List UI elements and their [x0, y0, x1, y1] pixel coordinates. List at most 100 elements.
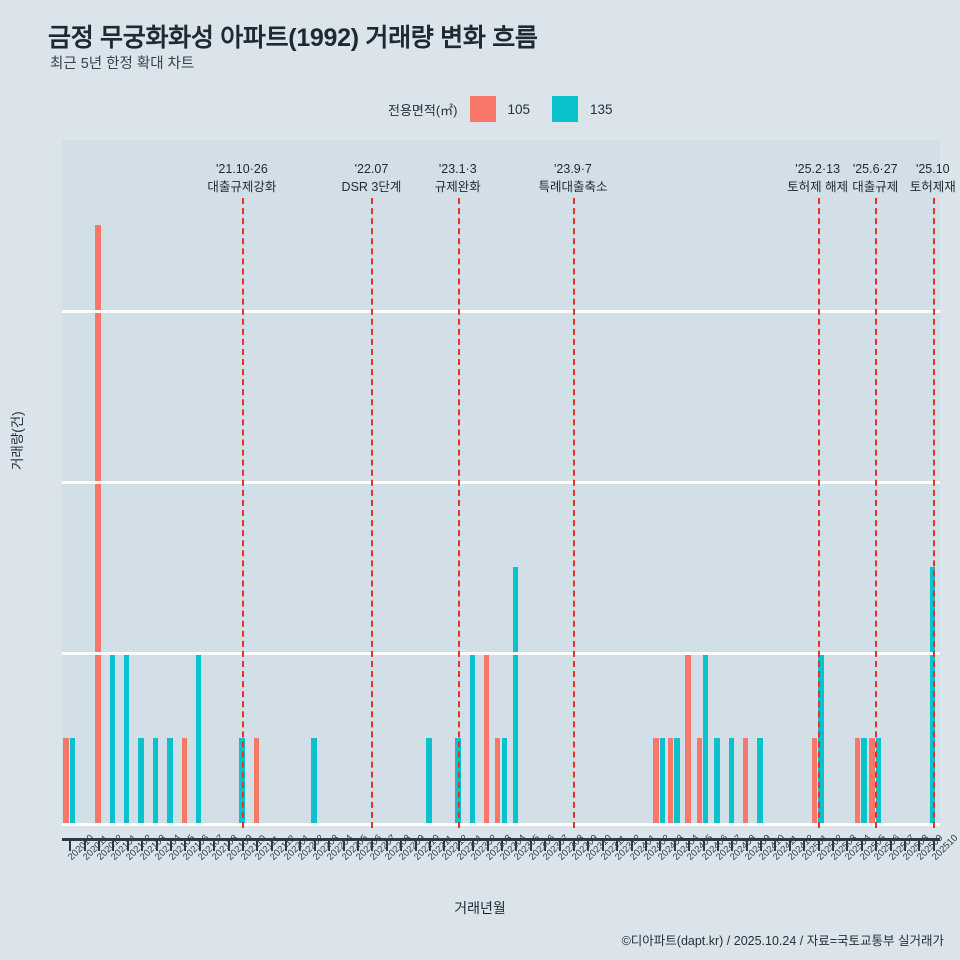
x-tick	[328, 838, 331, 851]
x-tick	[141, 838, 144, 851]
footer-credit: ©디아파트(dapt.kr) / 2025.10.24 / 자료=국토교통부 실…	[621, 934, 944, 948]
x-tick	[414, 838, 417, 851]
legend-label-105: 105	[507, 101, 531, 117]
x-tick	[788, 838, 791, 851]
event-line	[241, 198, 244, 828]
x-tick	[486, 838, 489, 851]
bar	[703, 652, 709, 823]
bar	[875, 737, 882, 823]
y-axis-title: 거래량(건)	[10, 411, 25, 470]
x-tick	[702, 838, 705, 851]
bar	[512, 566, 519, 823]
event-line	[371, 198, 374, 828]
x-tick	[83, 838, 86, 851]
x-tick	[601, 838, 604, 851]
x-tick	[400, 838, 403, 851]
x-tick	[817, 838, 820, 851]
bar	[674, 737, 680, 823]
bars-group	[62, 140, 940, 824]
x-tick	[198, 838, 201, 851]
x-tick	[745, 838, 748, 851]
bar	[196, 652, 202, 823]
page-title: 금정 무궁화화성 아파트(1992) 거래량 변화 흐름	[48, 24, 538, 52]
bar	[861, 737, 867, 823]
bar	[167, 737, 173, 823]
x-tick	[918, 838, 921, 851]
event-annotation: '25.10 토허제재	[910, 160, 956, 196]
x-tick	[112, 838, 115, 851]
x-tick	[558, 838, 561, 851]
x-tick	[803, 838, 806, 851]
bar	[930, 566, 936, 823]
bar	[253, 737, 259, 823]
bar	[854, 737, 861, 823]
x-tick	[587, 838, 590, 851]
legend-swatch-135	[552, 96, 579, 122]
x-tick	[299, 838, 302, 851]
x-tick	[342, 838, 345, 851]
bar	[124, 652, 130, 823]
event-date-label: '22.07	[354, 162, 389, 176]
bar	[239, 737, 245, 823]
gridline	[62, 481, 940, 484]
x-tick	[443, 838, 446, 851]
x-tick	[385, 838, 388, 851]
x-tick	[529, 838, 532, 851]
x-tick	[270, 838, 273, 851]
plot-area	[62, 140, 940, 826]
page-subtitle: 최근 5년 한정 확대 차트	[50, 56, 195, 72]
event-date-label: '25.2·13	[795, 162, 841, 176]
bar	[69, 737, 76, 823]
event-annotation: '23.9·7 특례대출축소	[538, 160, 607, 196]
x-tick	[184, 838, 187, 851]
x-tick	[169, 838, 172, 851]
bar	[685, 652, 691, 823]
x-axis-title: 거래년월	[454, 900, 506, 916]
bar	[426, 737, 432, 823]
bar	[757, 737, 763, 823]
x-tick	[155, 838, 158, 851]
event-annotation: '21.10·26 대출규제강화	[207, 160, 276, 196]
x-tick	[673, 838, 676, 851]
event-name-label: 토허제 해제	[787, 180, 849, 195]
event-annotation: '22.07 DSR 3단계	[342, 160, 402, 196]
bar	[742, 737, 749, 823]
bar	[63, 737, 69, 823]
bar	[714, 737, 720, 823]
x-tick	[889, 838, 892, 851]
event-annotation: '25.6·27 대출규제	[852, 160, 898, 196]
x-tick	[126, 838, 129, 851]
x-tick	[731, 838, 734, 851]
bar	[811, 737, 818, 823]
x-tick	[572, 838, 575, 851]
x-tick	[97, 838, 100, 851]
x-tick	[256, 838, 259, 851]
x-tick	[760, 838, 763, 851]
x-tick	[227, 838, 230, 851]
bar	[138, 737, 144, 823]
x-tick	[429, 838, 432, 851]
event-name-label: DSR 3단계	[341, 180, 402, 195]
x-tick	[832, 838, 835, 851]
bar	[659, 737, 666, 823]
event-name-label: 대출규제	[852, 180, 899, 195]
x-tick	[371, 838, 374, 851]
legend-swatch-105	[469, 96, 496, 122]
event-date-label: '25.10	[915, 162, 950, 176]
x-tick	[241, 838, 244, 851]
event-name-label: 규제완화	[434, 180, 481, 195]
event-annotation: '23.1·3 규제완화	[435, 160, 481, 196]
bar	[667, 737, 674, 823]
x-tick	[616, 838, 619, 851]
x-tick	[472, 838, 475, 851]
x-tick	[457, 838, 460, 851]
bar	[181, 737, 188, 823]
event-date-label: '23.1·3	[438, 162, 477, 176]
event-date-label: '21.10·26	[216, 162, 268, 176]
bar	[469, 652, 475, 823]
x-tick	[716, 838, 719, 851]
x-tick	[285, 838, 288, 851]
bar	[818, 652, 824, 823]
event-name-label: 특례대출축소	[538, 180, 608, 195]
